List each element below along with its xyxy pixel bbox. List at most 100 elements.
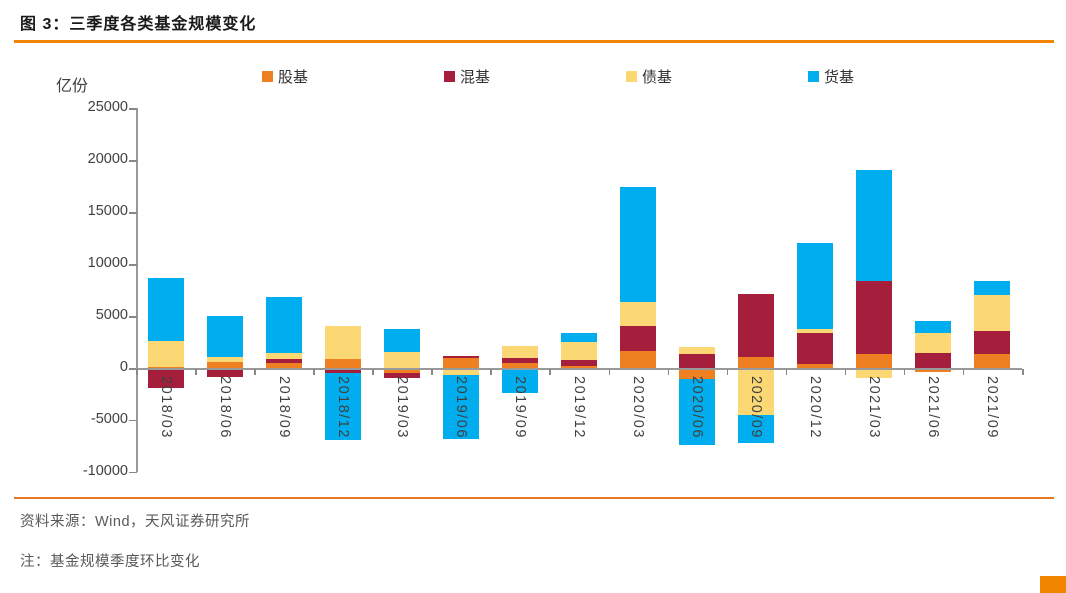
footer-separator [14, 497, 1054, 499]
x-tick-label: 2021/09 [984, 376, 1001, 439]
bar-segment-混基-2019/09 [501, 357, 538, 363]
x-tick [1022, 369, 1024, 375]
x-tick [726, 369, 729, 375]
bar-segment-货基-2021/09 [974, 280, 1011, 295]
bar-segment-混基-2021/09 [974, 330, 1011, 354]
x-tick-label: 2018/03 [157, 376, 174, 439]
bar-segment-货基-2019/12 [561, 333, 597, 343]
y-tick-label: 5000 [95, 307, 128, 324]
legend-item-4: 货基 [807, 66, 854, 87]
bar-segment-混基-2018/06 [206, 368, 243, 377]
x-tick-label: 2019/09 [511, 376, 528, 439]
legend-swatch-icon [443, 71, 455, 82]
x-tick [785, 369, 788, 375]
legend-label: 货基 [823, 69, 854, 86]
data-source-text: 资料来源：Wind，天风证券研究所 [20, 514, 251, 530]
x-tick [431, 369, 433, 375]
x-tick-label: 2018/12 [334, 376, 351, 439]
bar-segment-股基-2020/03 [620, 351, 657, 368]
bar-segment-债基-2018/12 [324, 325, 361, 360]
bar-segment-混基-2021/06 [915, 352, 952, 368]
bar-segment-债基-2018/09 [265, 352, 302, 360]
bar-segment-货基-2020/06 [679, 379, 716, 445]
title-underline [14, 40, 1054, 43]
y-axis-unit-label: 亿份 [56, 78, 89, 95]
y-tick [129, 471, 137, 474]
x-tick [313, 369, 315, 375]
x-tick [549, 369, 551, 375]
bar-segment-货基-2020/12 [797, 242, 834, 329]
bar-segment-债基-2021/06 [915, 332, 952, 353]
y-tick [129, 368, 137, 370]
x-tick-label: 2020/03 [630, 376, 647, 439]
bar-segment-债基-2019/03 [383, 352, 420, 368]
legend-swatch-icon [625, 71, 637, 82]
bar-segment-股基-2020/12 [797, 363, 834, 368]
legend-label: 债基 [641, 69, 672, 86]
y-tick-label: -10000 [82, 462, 128, 479]
bar-segment-混基-2020/06 [679, 353, 716, 368]
x-tick [490, 369, 492, 375]
bar-segment-股基-2021/06 [915, 368, 952, 373]
bar-segment-债基-2020/06 [679, 347, 716, 354]
x-tick-label: 2019/03 [393, 376, 410, 439]
x-tick-label: 2020/09 [748, 376, 765, 439]
bar-segment-债基-2021/03 [856, 368, 893, 379]
bar-segment-混基-2020/12 [797, 332, 834, 364]
bar-segment-股基-2021/03 [856, 353, 893, 368]
y-tick-label: 10000 [87, 255, 128, 272]
x-tick [903, 369, 906, 375]
legend-item-1: 股基 [262, 66, 308, 87]
bar-segment-股基-2020/09 [738, 356, 775, 368]
x-tick-label: 2021/06 [925, 376, 942, 439]
bar-segment-股基-2018/03 [147, 366, 184, 368]
x-tick-label: 2020/12 [807, 376, 824, 439]
x-tick [667, 369, 670, 375]
legend-swatch-icon [262, 71, 273, 82]
bar-segment-股基-2018/12 [324, 359, 361, 368]
bar-segment-股基-2019/09 [501, 363, 538, 368]
x-tick-label: 2018/06 [216, 376, 233, 439]
bar-segment-混基-2018/12 [324, 368, 361, 373]
bar-segment-货基-2018/03 [147, 278, 184, 342]
x-tick-label: 2019/12 [571, 376, 587, 439]
x-tick [136, 369, 138, 375]
x-tick-label: 2018/09 [275, 376, 292, 439]
bar-segment-股基-2019/06 [442, 358, 479, 368]
y-tick [129, 160, 137, 162]
x-axis-zero-line [136, 368, 1022, 370]
bar-segment-股基-2021/09 [974, 353, 1011, 368]
bar-segment-混基-2018/03 [147, 368, 184, 389]
figure-title: 图 3：三季度各类基金规模变化 [20, 16, 257, 33]
x-tick [254, 369, 256, 375]
y-tick [129, 419, 137, 422]
bar-segment-货基-2021/06 [915, 321, 952, 333]
x-tick [372, 369, 374, 375]
x-tick [962, 369, 965, 375]
bar-segment-混基-2019/03 [383, 373, 420, 378]
x-tick [195, 369, 197, 375]
legend-label: 混基 [459, 69, 490, 86]
bar-segment-货基-2019/06 [442, 375, 479, 440]
bar-segment-货基-2021/03 [856, 170, 893, 282]
y-tick [129, 264, 137, 266]
bar-segment-货基-2018/09 [265, 297, 302, 353]
bar-segment-货基-2019/03 [383, 328, 420, 352]
x-tick-label: 2020/06 [689, 376, 706, 439]
bar-segment-股基-2018/06 [206, 361, 243, 368]
bar-segment-债基-2021/09 [974, 294, 1011, 331]
y-tick [129, 316, 137, 318]
bar-segment-混基-2019/06 [442, 355, 479, 359]
y-tick-label: 20000 [87, 151, 128, 168]
y-tick-label: 0 [119, 359, 128, 375]
bar-segment-债基-2020/03 [620, 302, 657, 327]
x-tick [844, 369, 847, 375]
bar-segment-混基-2020/09 [738, 293, 775, 357]
bar-segment-股基-2019/12 [561, 365, 597, 368]
x-tick [608, 369, 611, 375]
bar-segment-货基-2019/09 [501, 368, 538, 394]
x-tick-label: 2021/03 [866, 376, 883, 439]
bar-segment-股基-2020/06 [679, 368, 716, 380]
